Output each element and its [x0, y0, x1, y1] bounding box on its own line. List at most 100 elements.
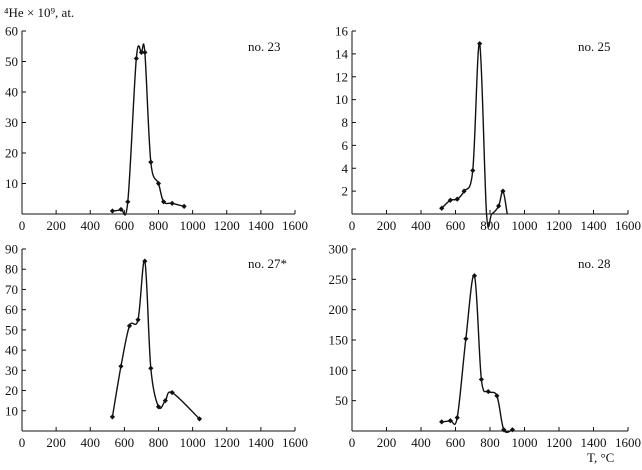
data-point — [148, 159, 154, 165]
panel-label: no. 27* — [248, 256, 287, 271]
data-point — [162, 398, 168, 404]
data-point — [478, 376, 484, 383]
x-tick-label: 1200 — [546, 218, 572, 233]
y-tick-label: 2 — [342, 184, 349, 199]
data-point — [461, 188, 467, 194]
data-point — [109, 414, 116, 420]
y-tick-label: 20 — [5, 146, 18, 161]
x-tick-label: 800 — [480, 218, 500, 233]
data-point — [439, 205, 445, 211]
x-tick-label: 0 — [349, 218, 356, 233]
data-point — [126, 323, 133, 329]
panel-label: no. 25 — [578, 39, 611, 54]
data-point — [501, 427, 507, 433]
data-point — [169, 389, 175, 396]
y-tick-label: 40 — [5, 343, 18, 358]
chart-panel-2: 0 200 400 600 800 1000 1200 1400 1600 2 4 6 8 10 12 14 1… — [335, 24, 641, 234]
y-tick-label: 90 — [5, 242, 18, 257]
data-point — [155, 404, 162, 410]
data-point — [439, 419, 445, 425]
x-tick-label: 1600 — [282, 435, 308, 450]
y-tick-label: 30 — [5, 115, 18, 130]
x-tick-label: 0 — [19, 218, 26, 233]
data-point — [169, 200, 175, 206]
x-tick-label: 1000 — [180, 218, 206, 233]
x-tick-label: 800 — [149, 218, 169, 233]
x-tick-label: 400 — [81, 435, 101, 450]
x-tick-label: 200 — [46, 435, 66, 450]
y-tick-label: 150 — [329, 333, 349, 348]
y-tick-label: 8 — [342, 115, 349, 130]
data-point — [118, 206, 124, 213]
y-tick-label: 70 — [5, 282, 18, 297]
y-tick-label: 60 — [5, 302, 18, 317]
x-tick-label: 600 — [115, 218, 135, 233]
chart-panel-1: 0 200 400 600 800 1000 1200 1400 1600 10 20 30 40 50 6… — [5, 24, 308, 234]
y-tick-label: 6 — [342, 138, 349, 153]
data-point — [471, 273, 478, 279]
y-tick-label: 30 — [5, 363, 18, 378]
y-tick-label: 50 — [335, 393, 348, 408]
data-point — [454, 415, 460, 421]
y-tick-label: 4 — [342, 161, 349, 176]
data-point — [118, 363, 124, 369]
y-axis-title: ⁴He × 10⁹, at. — [4, 5, 74, 20]
x-tick-label: 0 — [19, 435, 26, 450]
series-line — [441, 274, 513, 433]
data-point — [155, 180, 162, 187]
y-tick-label: 10 — [335, 92, 348, 107]
x-tick-label: 1200 — [214, 435, 240, 450]
data-point — [142, 49, 148, 55]
chart-panel-3: 0 200 400 600 800 1000 1200 1400 1600 10 20 30 40 50 6… — [5, 242, 308, 451]
x-tick-label: 1400 — [581, 435, 607, 450]
data-point — [494, 393, 500, 399]
y-tick-label: 60 — [5, 24, 18, 39]
data-point — [477, 40, 483, 47]
data-point — [133, 55, 139, 62]
data-point — [138, 49, 145, 55]
x-tick-label: 400 — [81, 218, 101, 233]
data-point — [142, 258, 148, 264]
x-tick-label: 1400 — [248, 435, 274, 450]
x-tick-label: 400 — [411, 218, 431, 233]
data-point — [496, 203, 502, 209]
y-tick-label: 50 — [5, 322, 18, 337]
x-tick-label: 1000 — [180, 435, 206, 450]
y-tick-label: 10 — [5, 176, 18, 191]
x-tick-label: 200 — [377, 218, 397, 233]
data-point — [109, 208, 116, 214]
x-tick-label: 600 — [115, 435, 135, 450]
x-tick-label: 1400 — [581, 218, 607, 233]
x-tick-label: 600 — [446, 218, 466, 233]
x-tick-label: 200 — [377, 435, 397, 450]
x-tick-label: 1600 — [282, 218, 308, 233]
y-tick-label: 300 — [329, 242, 349, 257]
y-tick-label: 200 — [329, 302, 349, 317]
x-tick-label: 400 — [411, 435, 431, 450]
x-tick-label: 1400 — [248, 218, 274, 233]
x-tick-label: 600 — [446, 435, 466, 450]
chart-panels: 0 200 400 600 800 1000 1200 1400 160010203040506… — [5, 24, 641, 451]
data-point — [454, 196, 460, 202]
series-line — [112, 43, 185, 216]
x-tick-label: 1000 — [512, 218, 538, 233]
x-tick-label: 1200 — [546, 435, 572, 450]
data-point — [181, 203, 187, 209]
series-line — [111, 259, 200, 420]
x-tick-label: 1600 — [615, 218, 641, 233]
y-tick-label: 10 — [5, 403, 18, 418]
x-tick-label: 200 — [46, 218, 66, 233]
data-point — [161, 199, 167, 205]
y-tick-label: 14 — [335, 46, 349, 61]
y-tick-label: 80 — [5, 262, 18, 277]
x-tick-label: 1600 — [615, 435, 641, 450]
chart-panel-4: 0 200 400 600 800 1000 1200 1400 1600 50 100 150 200… — [329, 242, 642, 451]
data-point — [447, 197, 453, 203]
y-tick-label: 12 — [335, 69, 348, 84]
y-tick-label: 100 — [329, 363, 349, 378]
data-point — [148, 365, 154, 371]
x-tick-label: 1200 — [214, 218, 240, 233]
data-point — [447, 418, 453, 424]
x-tick-label: 1000 — [512, 435, 538, 450]
